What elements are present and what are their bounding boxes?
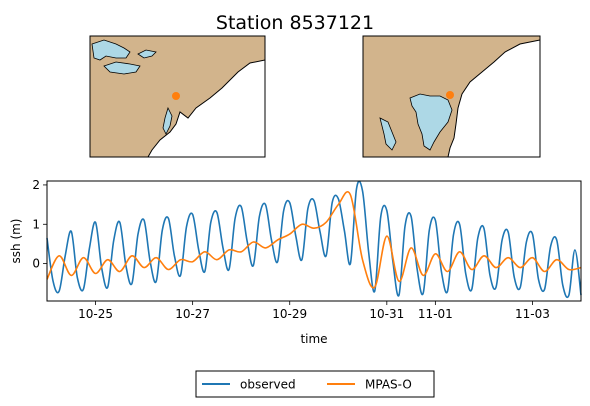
series-line-observed bbox=[46, 180, 582, 299]
y-tick-label: 1 bbox=[32, 217, 40, 231]
y-tick-label: 2 bbox=[32, 178, 40, 192]
legend-label-model: MPAS-O bbox=[365, 378, 412, 392]
y-tick-label: 0 bbox=[32, 257, 40, 271]
station-marker-zoom bbox=[446, 91, 454, 99]
legend-box bbox=[195, 370, 435, 398]
figure-title: Station 8537121 bbox=[216, 12, 374, 34]
y-axis-label: ssh (m) bbox=[9, 219, 23, 264]
zoom-map bbox=[362, 35, 541, 158]
x-axis-label: time bbox=[300, 332, 327, 346]
legend-label-observed: observed bbox=[240, 378, 296, 392]
overview-map bbox=[89, 35, 266, 158]
timeseries-plot: 10-25 10-27 10-29 10-31 11-01 11-03 0 1 2 time s… bbox=[9, 178, 582, 346]
series-line-model bbox=[46, 191, 582, 289]
legend: observed MPAS-O bbox=[195, 370, 435, 398]
plot-area bbox=[47, 181, 581, 301]
x-tick-label: 10-25 bbox=[78, 307, 113, 321]
series-layer bbox=[46, 180, 582, 299]
x-tick-label: 10-31 bbox=[369, 307, 404, 321]
x-tick-label: 11-03 bbox=[515, 307, 550, 321]
x-tick-label: 10-27 bbox=[175, 307, 210, 321]
x-tick-label: 11-01 bbox=[418, 307, 453, 321]
x-tick-label: 10-29 bbox=[272, 307, 307, 321]
station-marker-overview bbox=[172, 92, 180, 100]
plot-frame bbox=[46, 180, 582, 302]
ticks-layer: 10-25 10-27 10-29 10-31 11-01 11-03 0 1 2 bbox=[32, 178, 550, 321]
